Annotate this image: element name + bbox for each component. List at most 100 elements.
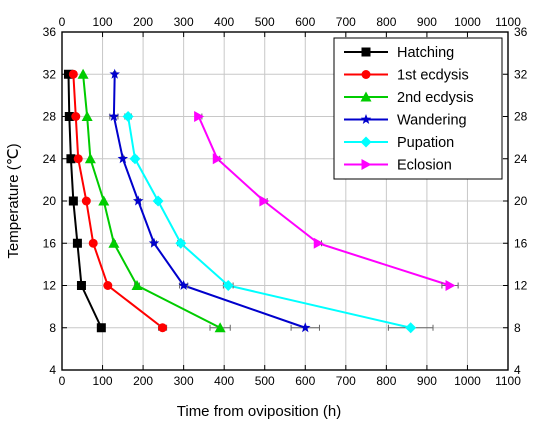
y-tick-label-right: 16 [514, 236, 528, 250]
data-point [360, 114, 372, 124]
x-tick-label-top: 200 [133, 15, 153, 29]
x-tick-label-bottom: 1000 [454, 374, 481, 388]
legend-entry: 1st ecdysis [344, 68, 469, 84]
data-point [405, 322, 417, 334]
y-tick-label-right: 28 [514, 110, 528, 124]
x-tick-label-top: 800 [376, 15, 396, 29]
x-tick-label-bottom: 600 [295, 374, 315, 388]
data-point [66, 154, 76, 164]
x-tick-label-bottom: 400 [214, 374, 234, 388]
data-point [81, 196, 91, 206]
series-1st-ecdysis [68, 69, 168, 333]
legend-entry: Hatching [344, 45, 454, 61]
data-point [81, 111, 93, 121]
data-point [445, 280, 456, 291]
legend-box [333, 37, 503, 180]
data-point [117, 153, 129, 164]
legend-label: Pupation [397, 135, 454, 151]
y-tick-label-left: 36 [43, 25, 57, 39]
series-wandering [108, 68, 320, 333]
legend-label: Hatching [397, 45, 454, 61]
y-tick-label-left: 4 [49, 363, 56, 377]
data-point [132, 195, 144, 206]
x-tick-label-bottom: 700 [336, 374, 356, 388]
y-tick-label-left: 8 [49, 321, 56, 335]
data-point [84, 153, 96, 164]
data-point [214, 322, 226, 333]
series-line [127, 116, 411, 329]
y-tick-label-left: 12 [43, 279, 57, 293]
y-tick-label-left: 16 [43, 236, 57, 250]
legend-label: 1st ecdysis [397, 68, 469, 84]
data-point [108, 237, 120, 248]
data-point [222, 280, 234, 291]
data-point [109, 68, 120, 79]
axes: 0 0 100 100 200 200 300 300 400 400 500 500 600 600 70… [43, 15, 528, 388]
x-tick-label-bottom: 200 [133, 374, 153, 388]
y-tick-label-right: 24 [514, 152, 528, 166]
data-point [72, 238, 82, 248]
y-tick-label-right: 32 [514, 67, 528, 81]
x-tick-label-top: 500 [255, 15, 275, 29]
y-tick-label-left: 20 [43, 194, 57, 208]
plot-series [63, 68, 459, 334]
data-point [71, 112, 81, 121]
data-point [300, 322, 311, 333]
data-point [194, 111, 205, 122]
data-point [63, 69, 73, 79]
x-tick-label-top: 1100 [495, 15, 521, 29]
series-2nd-ecdysis [77, 68, 231, 333]
legend: Hatching 1st ecdysis 2nd ecdysis Wandering P… [333, 37, 503, 180]
data-point [68, 196, 78, 206]
x-tick-label-bottom: 100 [93, 374, 113, 388]
series-hatching [63, 69, 106, 333]
x-tick-label-top: 0 [59, 15, 66, 29]
data-point [361, 159, 372, 170]
data-point [76, 281, 86, 290]
x-tick-label-bottom: 500 [255, 374, 275, 388]
x-tick-label-bottom: 800 [376, 374, 396, 388]
data-point [108, 111, 120, 121]
data-point [129, 153, 141, 165]
data-point [360, 91, 372, 102]
y-tick-label-left: 32 [43, 67, 57, 81]
x-tick-label-top: 900 [417, 15, 437, 29]
data-point [77, 68, 89, 79]
x-tick-label-bottom: 900 [417, 374, 437, 388]
data-point [313, 237, 324, 249]
y-tick-label-right: 8 [514, 321, 521, 335]
y-axis-label: Temperature (℃) [5, 143, 22, 258]
legend-entry: Pupation [344, 135, 454, 151]
x-tick-label-top: 100 [93, 15, 113, 29]
x-tick-label-bottom: 1100 [495, 374, 521, 388]
y-tick-label-right: 36 [514, 25, 528, 39]
data-point [361, 70, 371, 79]
x-axis-label: Time from oviposition (h) [177, 403, 342, 420]
data-point [175, 237, 187, 249]
legend-entry: Wandering [344, 113, 467, 129]
legend-entry: Eclosion [344, 158, 452, 174]
data-point [212, 153, 223, 165]
y-tick-label-right: 12 [514, 279, 528, 293]
x-tick-label-top: 1000 [454, 15, 481, 29]
data-point [68, 69, 78, 79]
data-point [131, 280, 143, 290]
data-point [360, 136, 372, 148]
x-tick-label-bottom: 0 [59, 374, 66, 388]
data-point [122, 111, 134, 122]
x-tick-label-top: 300 [174, 15, 194, 29]
data-point [88, 238, 98, 248]
data-point [103, 281, 113, 290]
y-tick-label-left: 28 [43, 110, 57, 124]
data-point [96, 323, 106, 333]
data-point [178, 280, 189, 290]
y-tick-label-right: 4 [514, 363, 521, 377]
data-point [158, 323, 168, 333]
legend-entry: 2nd ecdysis [344, 90, 474, 106]
y-tick-label-left: 24 [43, 152, 57, 166]
series-eclosion [194, 111, 459, 291]
data-point [98, 195, 110, 206]
legend-label: 2nd ecdysis [397, 90, 474, 106]
data-point [361, 47, 371, 57]
